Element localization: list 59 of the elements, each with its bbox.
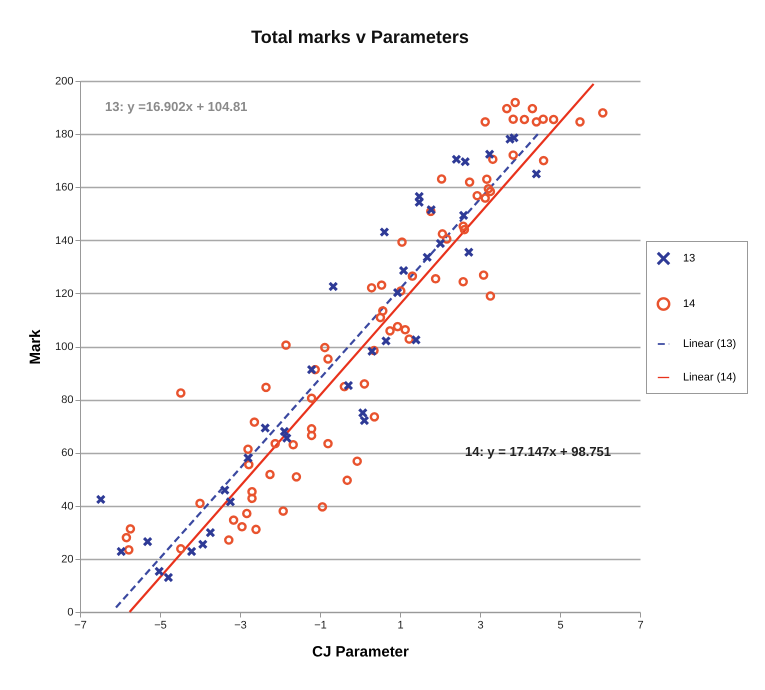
point bbox=[380, 336, 392, 346]
point bbox=[451, 154, 462, 164]
x-tick-label: −5 bbox=[154, 620, 167, 632]
y-tick-label: 200 bbox=[55, 76, 74, 88]
point bbox=[422, 252, 432, 262]
legend-label: 13 bbox=[683, 252, 696, 264]
point bbox=[379, 227, 390, 238]
point bbox=[464, 247, 474, 258]
y-tick-label: 120 bbox=[55, 288, 74, 300]
y-tick-label: 20 bbox=[61, 553, 74, 566]
x-tick-label: −3 bbox=[234, 620, 247, 632]
point bbox=[328, 281, 338, 292]
legend-label: 14 bbox=[683, 298, 696, 310]
x-tick-label: 1 bbox=[397, 620, 404, 632]
y-tick-label: 180 bbox=[55, 128, 74, 141]
x-tick-label: 5 bbox=[557, 620, 564, 632]
point bbox=[242, 452, 254, 464]
point bbox=[458, 210, 469, 220]
x-tick-label: 3 bbox=[477, 620, 484, 632]
point bbox=[343, 380, 354, 391]
y-tick-label: 80 bbox=[61, 394, 74, 406]
x-tick-label: −1 bbox=[314, 620, 327, 632]
annotation: 13: y =16.902x + 104.81 bbox=[105, 99, 248, 114]
chart-title: Total marks v Parameters bbox=[251, 27, 469, 47]
point bbox=[260, 422, 270, 434]
x-tick-label: 7 bbox=[637, 620, 644, 632]
y-tick-label: 100 bbox=[55, 341, 74, 353]
point bbox=[392, 288, 403, 298]
point bbox=[508, 132, 520, 143]
point bbox=[198, 539, 208, 550]
legend-label: Linear (14) bbox=[683, 372, 736, 384]
point bbox=[484, 149, 495, 160]
point bbox=[398, 266, 409, 276]
y-tick-label: 0 bbox=[67, 606, 74, 618]
point bbox=[186, 546, 197, 556]
point bbox=[531, 168, 542, 179]
point bbox=[460, 156, 470, 167]
point bbox=[154, 566, 164, 576]
x-axis-title: CJ Parameter bbox=[312, 644, 410, 660]
point bbox=[116, 546, 126, 556]
point bbox=[306, 364, 317, 375]
legend-label: Linear (13) bbox=[683, 338, 736, 350]
y-tick-label: 160 bbox=[55, 182, 74, 194]
point bbox=[435, 238, 446, 249]
point bbox=[366, 346, 378, 356]
point bbox=[220, 485, 230, 496]
point bbox=[225, 496, 236, 507]
point bbox=[205, 528, 216, 538]
point bbox=[504, 134, 516, 144]
point bbox=[163, 572, 174, 583]
y-tick-label: 140 bbox=[55, 234, 74, 247]
y-axis-title: Mark bbox=[27, 328, 44, 365]
point bbox=[410, 334, 422, 345]
annotation: 14: y = 17.147x + 98.751 bbox=[465, 444, 612, 459]
point bbox=[142, 536, 153, 547]
y-tick-label: 60 bbox=[61, 447, 74, 460]
x-tick-label: −7 bbox=[74, 620, 87, 632]
y-tick-label: 40 bbox=[61, 500, 74, 512]
point bbox=[96, 494, 106, 504]
